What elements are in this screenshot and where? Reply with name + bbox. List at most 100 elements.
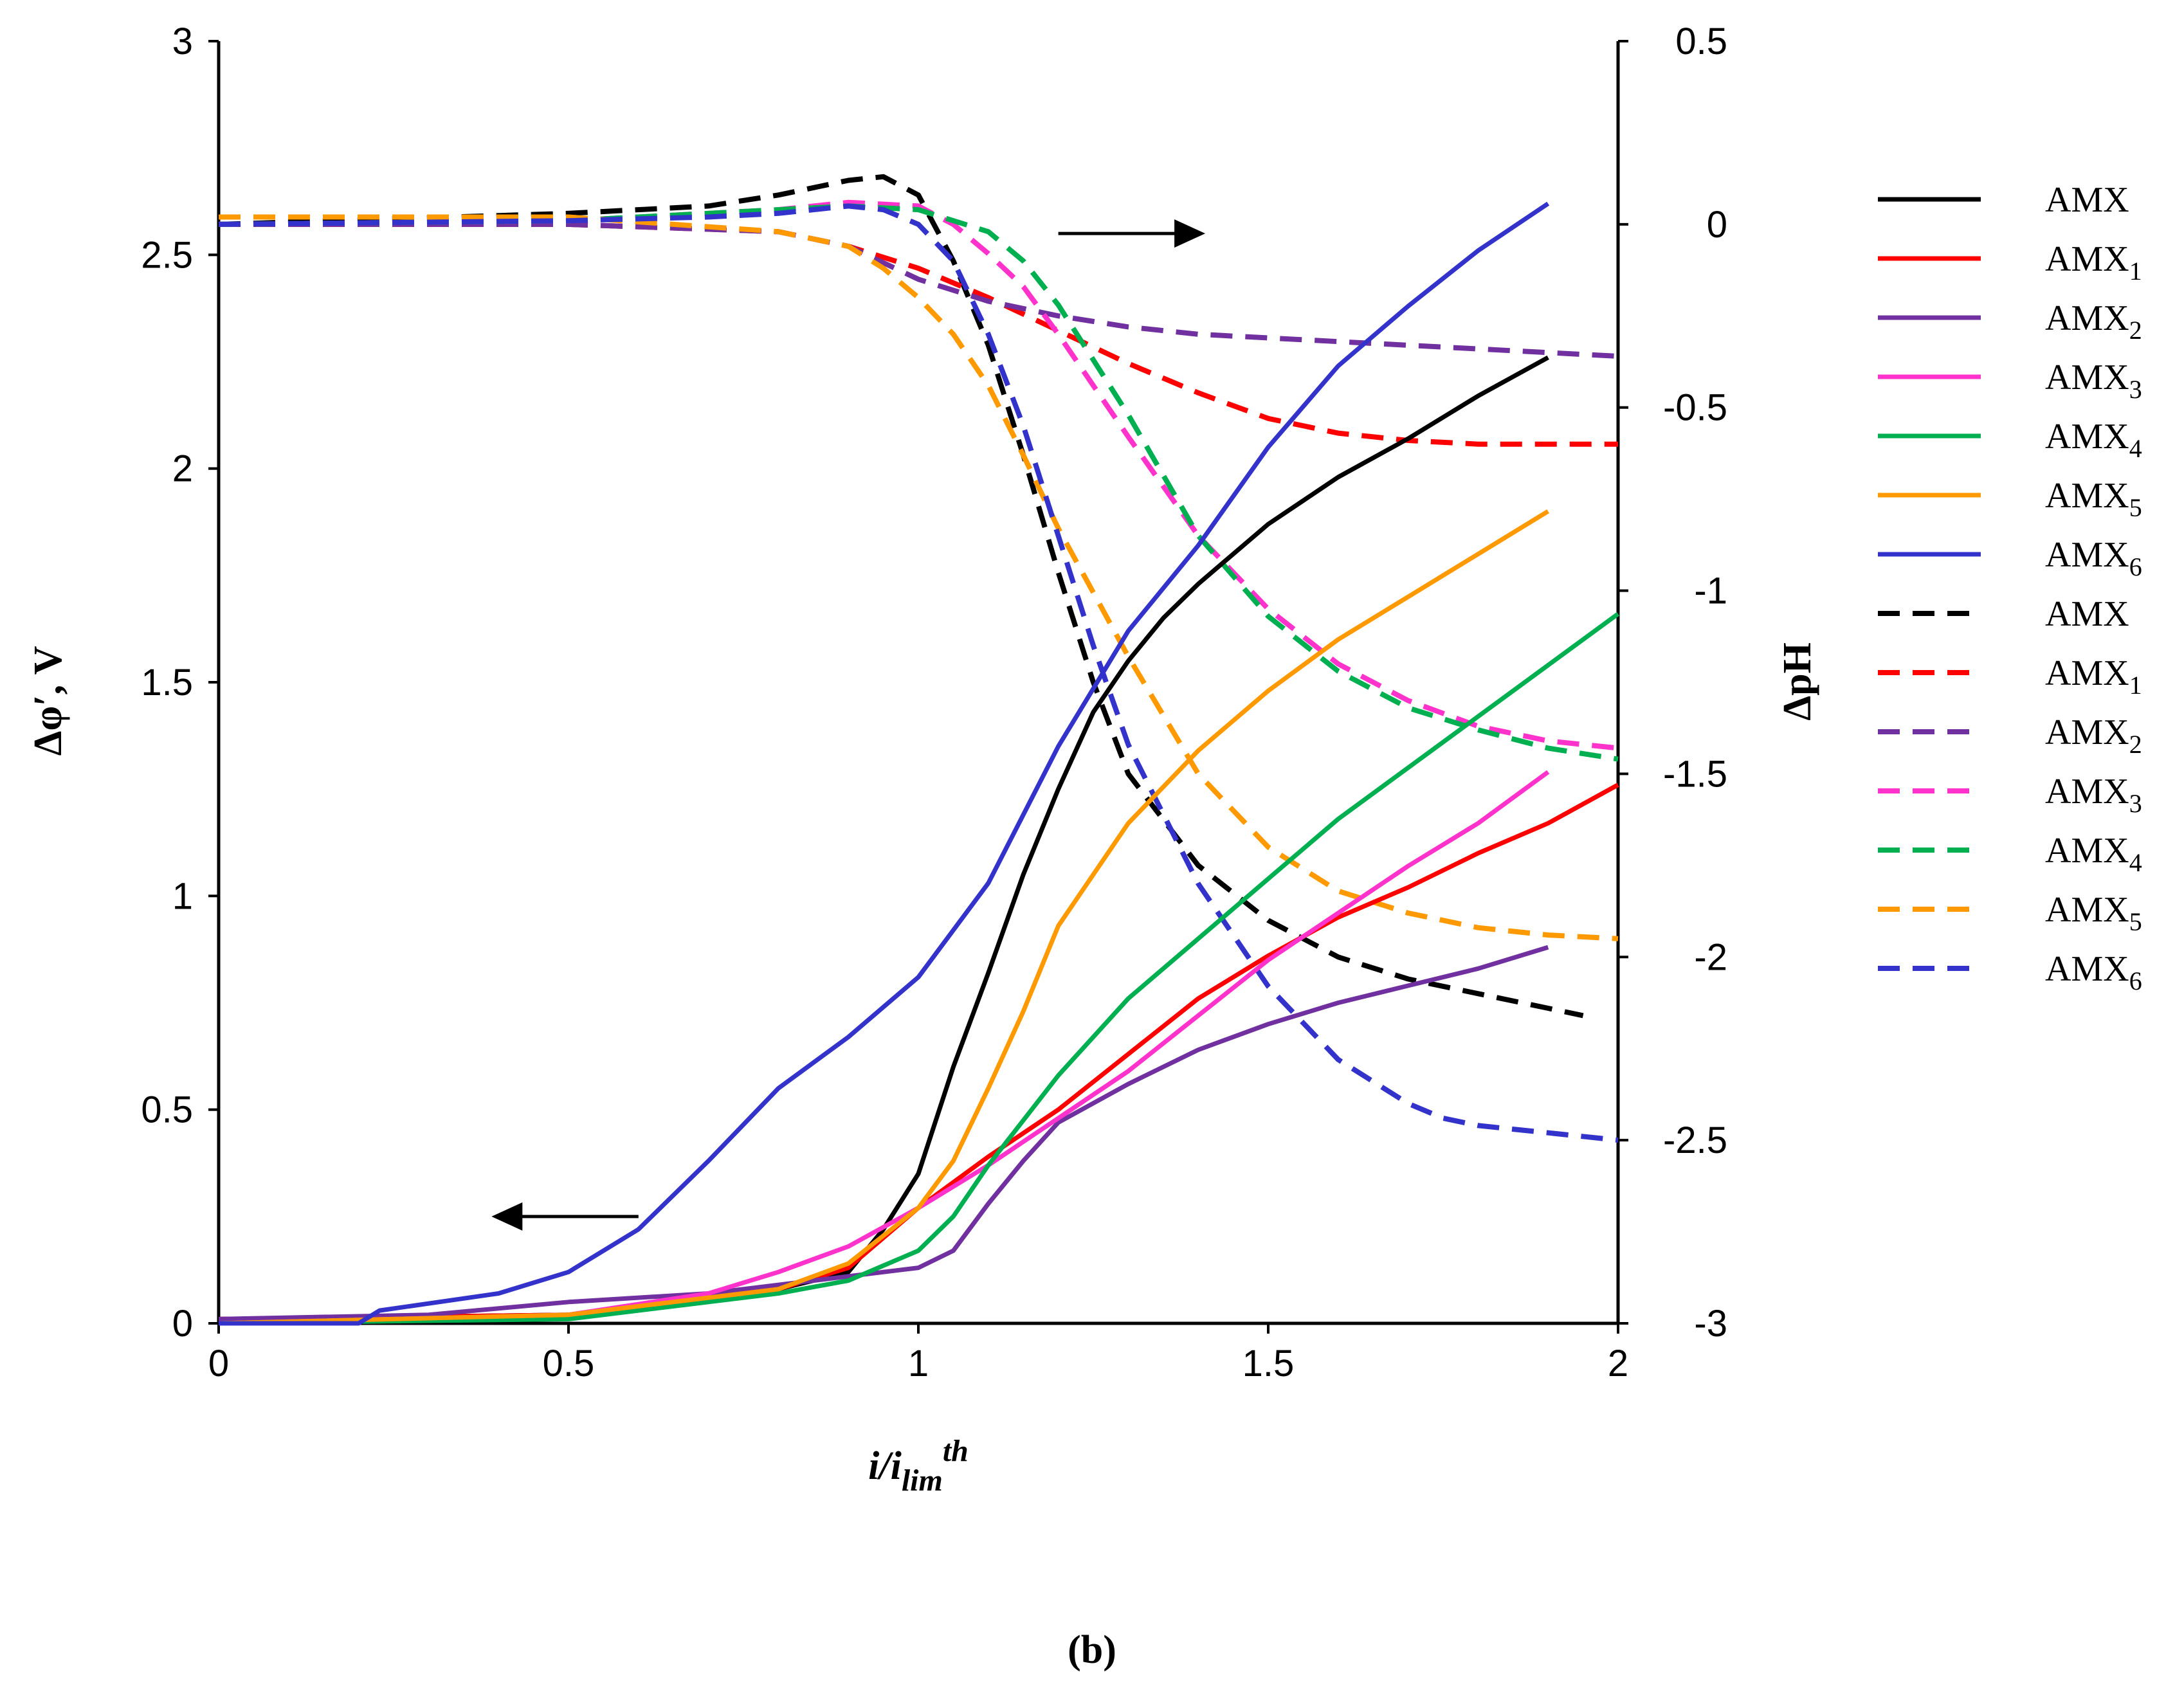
series-line-amx-solid-potential [218, 355, 1549, 1321]
series-line-amx2-solid-potential [218, 945, 1549, 1321]
legend-label-base: AMX [2045, 417, 2129, 457]
legend-label-base: AMX [2045, 358, 2129, 397]
arrow-left [491, 1202, 639, 1231]
legend-item: AMX1 [1878, 653, 2142, 700]
legend-label: AMX6 [2045, 535, 2142, 581]
x-tick-label: 1.5 [1242, 1343, 1295, 1384]
legend-label-base: AMX [2045, 831, 2129, 871]
x-tick-label: 1 [908, 1343, 929, 1384]
legend-label-base: AMX [2045, 772, 2129, 811]
legend-label-base: AMX [2045, 653, 2129, 693]
y-right-tick-label: 0.5 [1675, 21, 1727, 62]
legend-label: AMX1 [2045, 239, 2142, 286]
series-line-amx6-dashed-ph [218, 203, 1619, 1143]
legend-item: AMX5 [1878, 890, 2142, 936]
arrow-head [491, 1202, 523, 1231]
arrows [491, 219, 1206, 1231]
x-axis-title-sup: th [943, 1434, 969, 1468]
legend-label-subscript: 6 [2129, 966, 2142, 995]
y-right-tick-label: -1.5 [1663, 753, 1727, 795]
y-right-tick-label: -2 [1694, 936, 1727, 978]
arrow-right [1058, 219, 1206, 248]
y-right-tick-label: -1 [1694, 570, 1727, 612]
legend-label-subscript: 1 [2129, 257, 2142, 286]
legend-label: AMX2 [2045, 712, 2142, 759]
legend-item: AMX2 [1878, 712, 2142, 759]
legend-label: AMX6 [2045, 949, 2142, 995]
legend-item: AMX4 [1878, 831, 2142, 877]
legend-item: AMX3 [1878, 772, 2142, 818]
legend: AMXAMX1AMX2AMX3AMX4AMX5AMX6AMXAMX1AMX2AM… [1878, 180, 2142, 995]
legend-label-subscript: 2 [2129, 316, 2142, 345]
x-tick-label: 2 [1608, 1343, 1628, 1384]
legend-label: AMX2 [2045, 298, 2142, 345]
legend-label-subscript: 4 [2129, 434, 2142, 463]
y-left-tick-label: 3 [172, 21, 193, 62]
x-axis-title-sub: lim [902, 1464, 943, 1498]
legend-item: AMX1 [1878, 239, 2142, 286]
y-right-tick-label: 0 [1707, 204, 1727, 246]
legend-label-base: AMX [2045, 239, 2129, 279]
panel-label: (b) [1068, 1628, 1116, 1672]
legend-label: AMX [2045, 180, 2129, 220]
legend-item: AMX5 [1878, 476, 2142, 522]
y-right-tick-label: -2.5 [1663, 1119, 1727, 1161]
legend-label: AMX [2045, 594, 2129, 634]
series-line-amx5-solid-potential [218, 509, 1550, 1326]
legend-label-base: AMX [2045, 594, 2129, 634]
series-line-amx-dashed-ph [218, 174, 1584, 1019]
legend-item: AMX4 [1878, 417, 2142, 463]
legend-item: AMX2 [1878, 298, 2142, 345]
series-line-amx3-solid-potential [218, 770, 1550, 1326]
legend-label-base: AMX [2045, 535, 2129, 575]
legend-label: AMX4 [2045, 831, 2142, 877]
legend-label-subscript: 5 [2129, 907, 2142, 936]
y-left-tick-label: 0 [172, 1303, 193, 1345]
legend-label-subscript: 5 [2129, 493, 2142, 522]
legend-item: AMX6 [1878, 535, 2142, 581]
series-layer [218, 174, 1620, 1326]
y-right-tick-label: -3 [1694, 1303, 1727, 1345]
legend-label-base: AMX [2045, 949, 2129, 989]
y-left-tick-label: 2 [172, 448, 193, 490]
legend-item: AMX3 [1878, 358, 2142, 404]
legend-label: AMX3 [2045, 358, 2142, 404]
legend-label-base: AMX [2045, 476, 2129, 516]
legend-label-subscript: 1 [2129, 671, 2142, 700]
legend-label-subscript: 6 [2129, 552, 2142, 581]
x-tick-label: 0 [208, 1343, 229, 1384]
legend-label: AMX4 [2045, 417, 2142, 463]
y-left-tick-label: 0.5 [141, 1089, 193, 1131]
legend-item: AMX [1878, 594, 2129, 634]
y-axis-right-title: ΔpH [1776, 642, 1819, 721]
x-axis-title-main: i/i [868, 1444, 902, 1488]
y-left-tick-label: 2.5 [141, 234, 193, 276]
arrow-head [1174, 219, 1206, 248]
series-line-amx2-dashed-ph [219, 221, 1619, 359]
ticks: 0 0.5 1 1.5 2 0 0.5 1 1.5 2 2.5 3 -3 -2.5 -2 -1.5 -1 -0.5… [141, 21, 1727, 1384]
legend-label-base: AMX [2045, 890, 2129, 930]
legend-label-base: AMX [2045, 298, 2129, 338]
legend-item: AMX [1878, 180, 2129, 220]
legend-label-subscript: 4 [2129, 848, 2142, 877]
legend-label: AMX1 [2045, 653, 2142, 700]
legend-label: AMX5 [2045, 476, 2142, 522]
legend-label-base: AMX [2045, 180, 2129, 220]
legend-label-subscript: 3 [2129, 789, 2142, 818]
y-left-tick-label: 1 [172, 875, 193, 917]
legend-label: AMX3 [2045, 772, 2142, 818]
y-left-tick-label: 1.5 [141, 662, 193, 703]
legend-label-base: AMX [2045, 712, 2129, 752]
x-tick-label: 0.5 [543, 1343, 595, 1384]
legend-item: AMX6 [1878, 949, 2142, 995]
series-line-amx4-solid-potential [218, 612, 1620, 1326]
y-right-tick-label: -0.5 [1663, 387, 1727, 429]
legend-label: AMX5 [2045, 890, 2142, 936]
series-line-amx6-solid-potential [219, 201, 1550, 1326]
y-axis-left-title: Δφ′, V [26, 646, 70, 756]
legend-label-subscript: 2 [2129, 730, 2142, 759]
legend-label-subscript: 3 [2129, 375, 2142, 404]
series-line-amx5-dashed-ph [219, 214, 1619, 941]
